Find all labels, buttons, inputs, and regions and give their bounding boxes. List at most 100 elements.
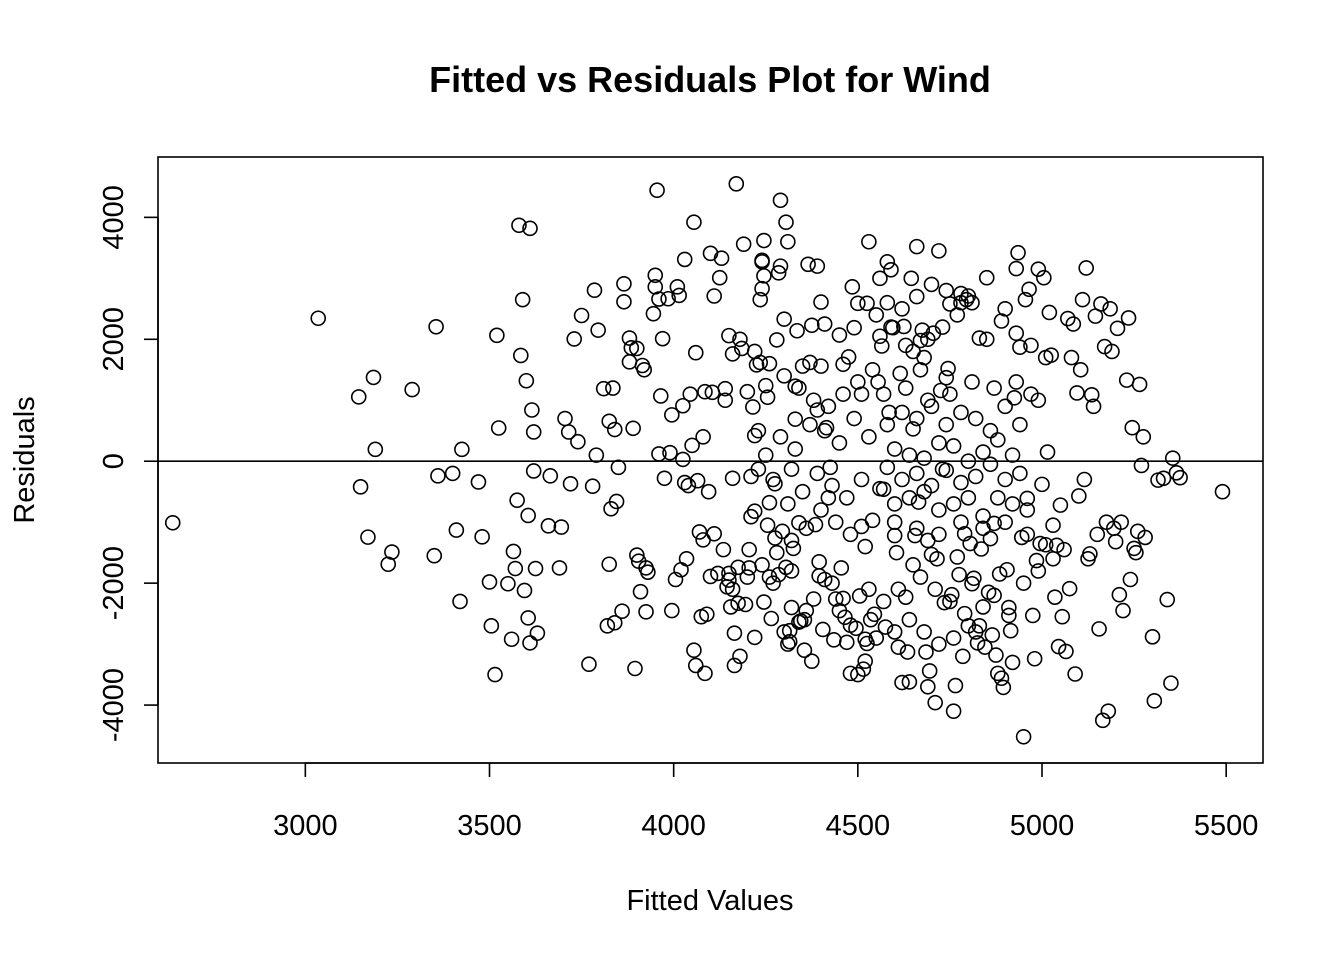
plot-frame <box>157 156 1264 764</box>
scatter-point <box>805 591 822 607</box>
scatter-point <box>1065 316 1082 332</box>
scatter-point <box>680 477 697 494</box>
scatter-point <box>785 540 802 557</box>
scatter-point <box>879 254 896 270</box>
scatter-point <box>945 438 962 454</box>
scatter-point <box>905 421 921 437</box>
scatter-point <box>601 413 618 430</box>
scatter-point <box>1131 376 1148 393</box>
scatter-point <box>481 574 498 590</box>
scatter-point <box>551 560 568 576</box>
scatter-point <box>945 703 962 719</box>
scatter-point <box>756 268 772 284</box>
scatter-point <box>1041 304 1058 321</box>
scatter-point <box>1135 429 1152 445</box>
scatter-point <box>1001 599 1017 616</box>
scatter-point <box>826 632 842 648</box>
x-axis-label: Fitted Values <box>626 885 793 917</box>
scatter-point <box>525 463 542 479</box>
scatter-point <box>927 694 943 711</box>
scatter-point <box>1113 514 1129 530</box>
scatter-point <box>732 648 748 665</box>
scatter-point <box>803 653 820 669</box>
scatter-point <box>741 541 757 558</box>
scatter-point <box>645 305 662 322</box>
scatter-point <box>595 380 612 397</box>
scatter-point <box>741 560 757 576</box>
scatter-point <box>640 564 656 580</box>
y-tick-label: -2000 <box>98 546 130 620</box>
scatter-point <box>953 404 969 421</box>
scatter-point <box>553 519 570 535</box>
scatter-point <box>796 611 813 628</box>
scatter-point <box>931 636 947 652</box>
scatter-point <box>632 583 649 600</box>
scatter-point <box>920 678 936 695</box>
scatter-point <box>850 295 866 312</box>
scatter-point <box>770 265 787 281</box>
scatter-point <box>684 437 700 454</box>
scatter-point <box>796 642 813 659</box>
scatter-point <box>752 291 769 308</box>
scatter-point <box>931 435 947 451</box>
scatter-point <box>942 386 958 402</box>
scatter-point <box>848 620 864 637</box>
scatter-point <box>513 347 529 364</box>
scatter-point <box>783 461 800 477</box>
scatter-point <box>800 256 816 273</box>
scatter-point <box>831 435 848 451</box>
scatter-point <box>1026 650 1043 667</box>
scatter-point <box>507 560 524 577</box>
scatter-point <box>430 468 446 484</box>
scatter-point <box>971 618 988 634</box>
scatter-point <box>883 319 899 335</box>
scatter-point <box>838 489 855 506</box>
scatter-point <box>822 459 839 476</box>
scatter-point <box>606 614 623 631</box>
y-tick-label: 0 <box>98 453 130 469</box>
scatter-point <box>1083 386 1100 403</box>
scatter-point <box>807 516 824 533</box>
scatter-point <box>956 525 973 542</box>
scatter-point <box>745 399 761 415</box>
scatter-point <box>975 444 991 460</box>
scatter-point <box>886 496 903 512</box>
scatter-point <box>700 483 717 500</box>
x-axis: 3000 3500 4000 4500 5000 5500 <box>273 762 1258 842</box>
scatter-point <box>1137 529 1153 546</box>
scatter-point <box>404 381 420 398</box>
scatter-point <box>940 360 956 377</box>
scatter-point <box>916 450 932 466</box>
scatter-point <box>754 557 770 573</box>
scatter-point <box>724 346 741 362</box>
scatter-point <box>929 550 945 567</box>
scatter-point <box>520 507 536 524</box>
scatter-point <box>616 276 632 292</box>
scatter-point <box>164 514 181 531</box>
scatter-point <box>721 327 737 344</box>
scatter-point <box>1030 261 1047 277</box>
scatter-point <box>505 543 522 560</box>
scatter-point <box>516 582 533 599</box>
scatter-point <box>651 291 667 307</box>
scatter-point <box>757 447 774 463</box>
scatter-point <box>739 569 756 585</box>
scatter-point <box>737 596 754 613</box>
scatter-point <box>1019 502 1036 518</box>
scatter-point <box>1045 550 1061 567</box>
scatter-point <box>896 318 912 335</box>
scatter-point <box>763 610 780 627</box>
x-tick-label: 4000 <box>641 810 706 842</box>
scatter-point <box>1019 490 1036 507</box>
scatter-point <box>914 322 931 338</box>
scatter-point <box>945 630 962 646</box>
scatter-point <box>901 489 918 506</box>
scatter-point <box>1071 488 1087 504</box>
scatter-point <box>746 503 763 520</box>
scatter-point <box>802 354 818 371</box>
scatter-point <box>827 591 844 607</box>
scatter-point <box>868 307 885 323</box>
scatter-point <box>721 572 737 588</box>
scatter-point <box>1164 450 1181 466</box>
scatter-point <box>982 530 999 547</box>
